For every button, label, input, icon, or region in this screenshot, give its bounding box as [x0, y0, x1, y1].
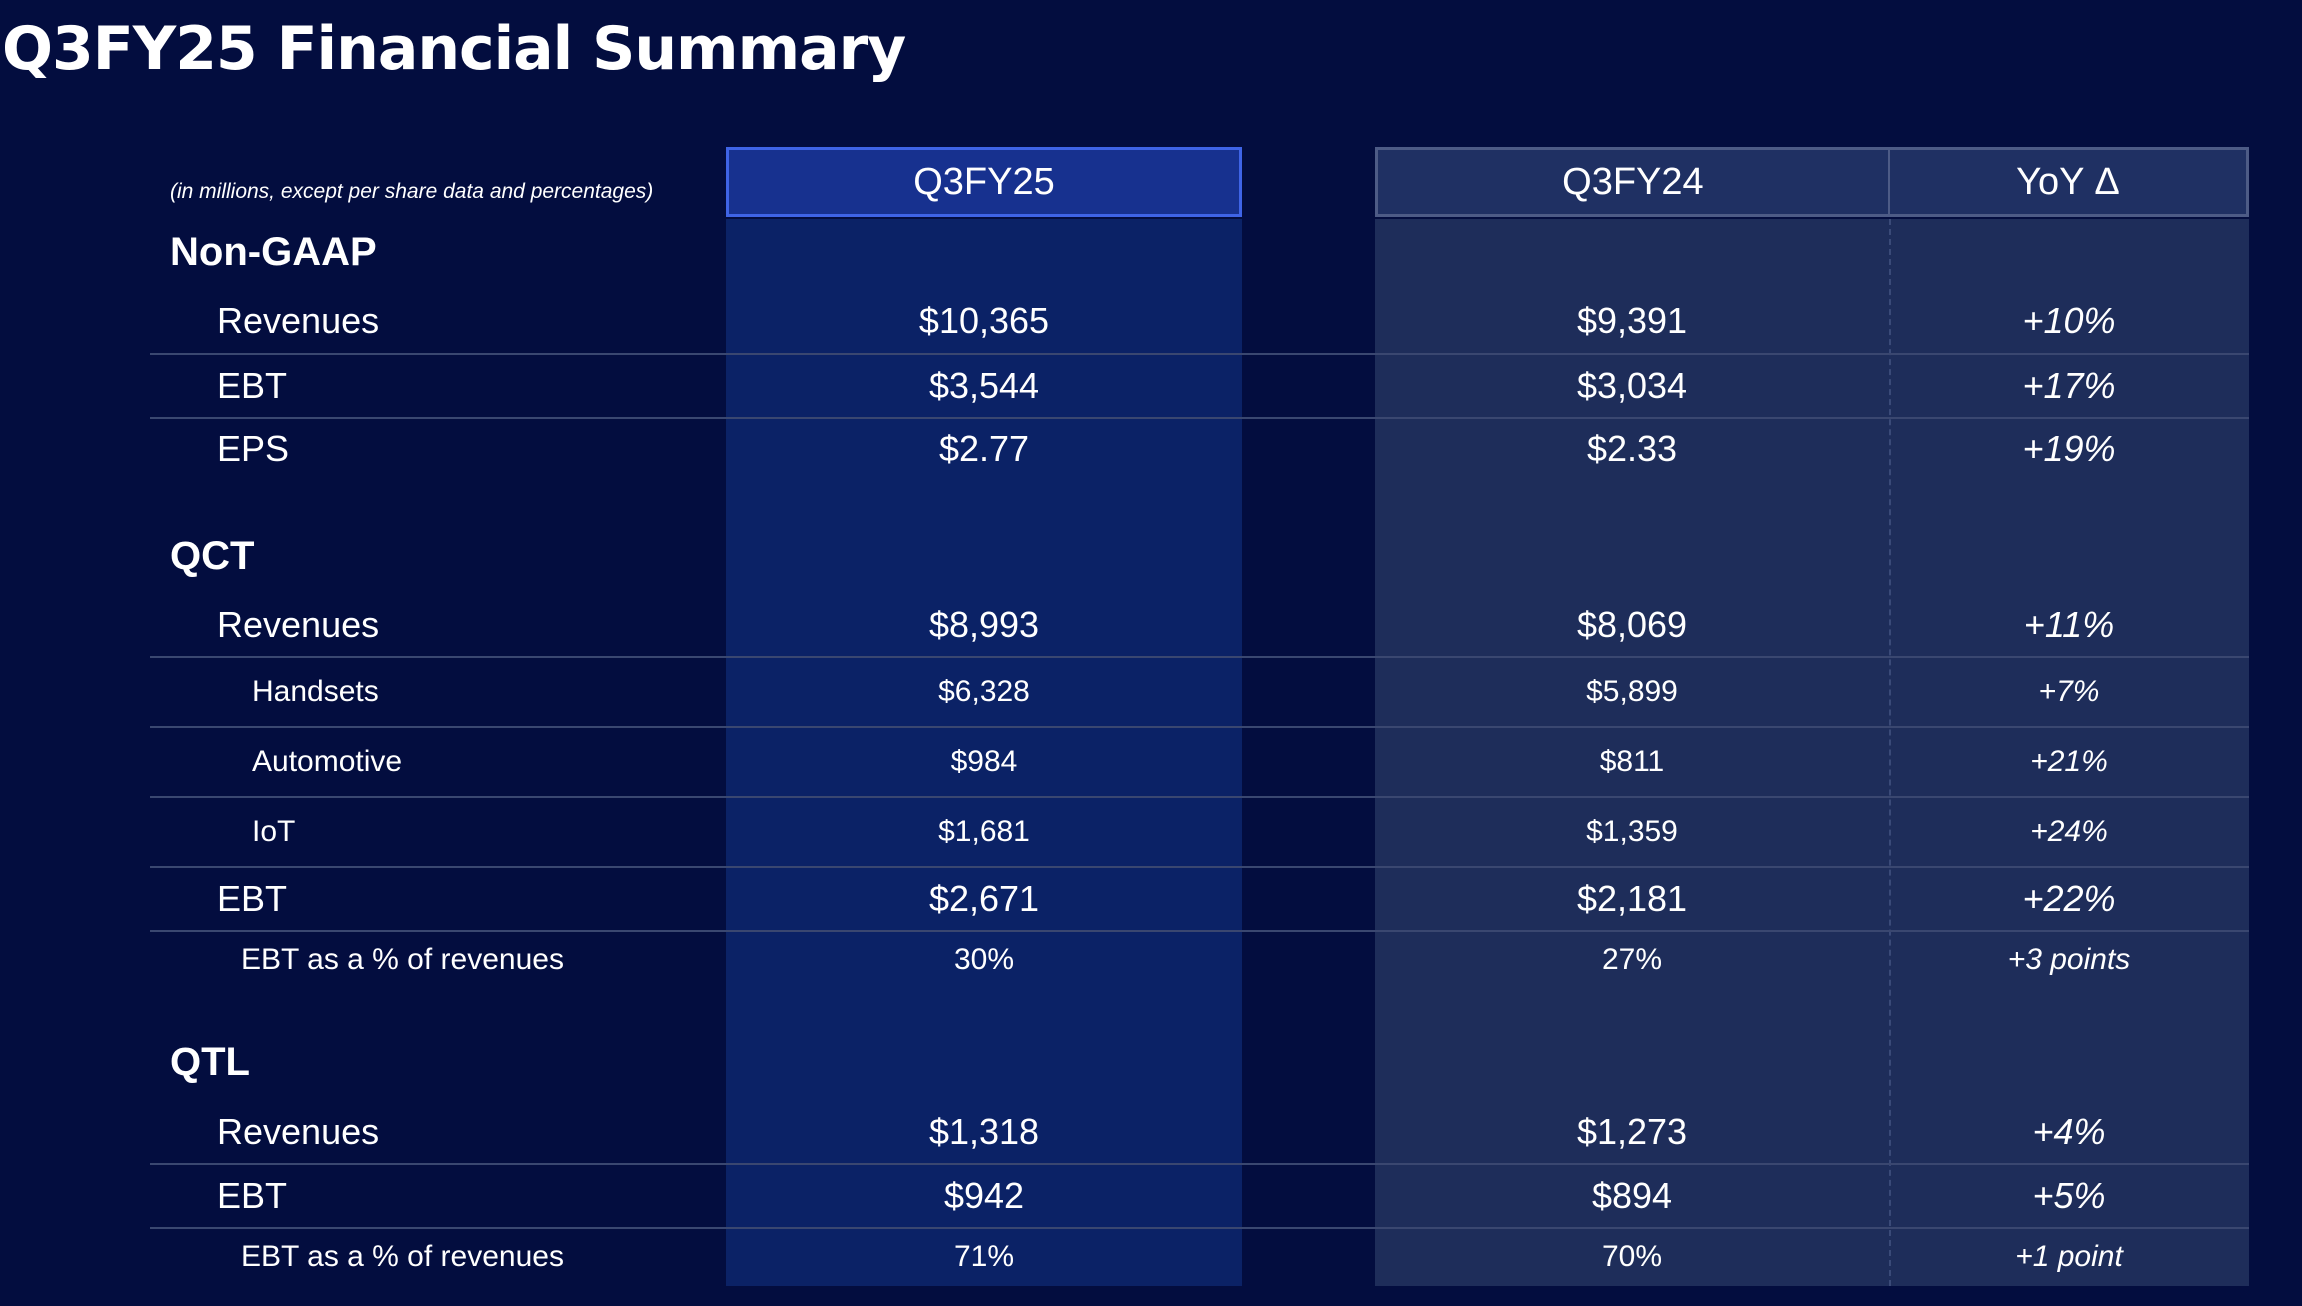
prior-value: 27%: [1601, 943, 1663, 976]
row-label: EPS: [217, 428, 290, 469]
header-yoy-change: YoY Δ: [1890, 150, 2246, 214]
row-label: Revenues: [217, 300, 380, 341]
prior-value: $5,899: [1586, 675, 1678, 708]
row-label: EBT: [217, 1175, 288, 1216]
header-prior-group: Q3FY24 YoY Δ: [1375, 147, 2249, 217]
change-value: +11%: [2023, 604, 2115, 645]
row-divider: [150, 353, 2249, 355]
section-title-qtl: QTL: [170, 1040, 250, 1084]
current-value: 30%: [953, 943, 1015, 976]
current-value: $1,681: [938, 815, 1030, 848]
column-divider: [1889, 219, 1891, 1286]
row-divider: [150, 1163, 2249, 1165]
prior-value: 70%: [1601, 1240, 1663, 1273]
section-title-nongaap: Non-GAAP: [170, 230, 377, 274]
change-value: +19%: [2022, 428, 2116, 469]
change-value: +21%: [2030, 745, 2108, 778]
change-value: +4%: [2032, 1111, 2106, 1152]
row-divider: [150, 726, 2249, 728]
row-label: IoT: [252, 815, 296, 848]
header-prior-quarter: Q3FY24: [1378, 150, 1890, 214]
section-title-qct: QCT: [170, 534, 255, 578]
change-value: +5%: [2032, 1175, 2106, 1216]
current-value: $2.77: [938, 428, 1030, 469]
row-divider: [150, 930, 2249, 932]
prior-quarter-column: [1375, 219, 2249, 1286]
current-value: $8,993: [928, 604, 1040, 645]
row-label: EBT as a % of revenues: [241, 1240, 564, 1273]
change-value: +3 points: [2007, 943, 2131, 976]
row-divider: [150, 417, 2249, 419]
change-value: +17%: [2022, 365, 2116, 406]
change-value: +10%: [2022, 300, 2116, 341]
row-label: EBT: [217, 365, 288, 406]
row-label: Revenues: [217, 1111, 380, 1152]
row-label: EBT: [217, 878, 288, 919]
prior-value: $8,069: [1576, 604, 1688, 645]
row-label: Handsets: [252, 675, 379, 708]
header-prior-label: Q3FY24: [1562, 160, 1704, 203]
row-label: Automotive: [252, 745, 403, 778]
change-value: +1 point: [2015, 1240, 2123, 1273]
change-value: +7%: [2038, 675, 2100, 708]
prior-value: $894: [1591, 1175, 1673, 1216]
row-divider: [150, 1227, 2249, 1229]
prior-value: $1,273: [1576, 1111, 1688, 1152]
prior-value: $2.33: [1586, 428, 1678, 469]
current-value: $984: [950, 745, 1018, 778]
prior-value: $9,391: [1576, 300, 1688, 341]
row-divider: [150, 796, 2249, 798]
header-current-quarter: Q3FY25: [726, 147, 1242, 217]
current-value: $3,544: [928, 365, 1040, 406]
prior-value: $2,181: [1576, 878, 1688, 919]
prior-value: $811: [1599, 745, 1665, 778]
current-quarter-column: [726, 219, 1242, 1286]
current-value: $6,328: [938, 675, 1030, 708]
change-value: +24%: [2030, 815, 2108, 848]
header-change-label: YoY Δ: [2016, 160, 2120, 203]
change-value: +22%: [2022, 878, 2116, 919]
current-value: 71%: [953, 1240, 1015, 1273]
prior-value: $3,034: [1576, 365, 1688, 406]
current-value: $1,318: [928, 1111, 1040, 1152]
current-value: $2,671: [928, 878, 1040, 919]
row-label: Revenues: [217, 604, 380, 645]
current-value: $942: [943, 1175, 1025, 1216]
row-divider: [150, 866, 2249, 868]
row-divider: [150, 656, 2249, 658]
row-label: EBT as a % of revenues: [241, 943, 564, 976]
current-value: $10,365: [918, 300, 1050, 341]
header-current-label: Q3FY25: [913, 160, 1055, 203]
page-title: Q3FY25 Financial Summary: [2, 14, 906, 84]
prior-value: $1,359: [1586, 815, 1678, 848]
units-note: (in millions, except per share data and …: [170, 180, 654, 203]
